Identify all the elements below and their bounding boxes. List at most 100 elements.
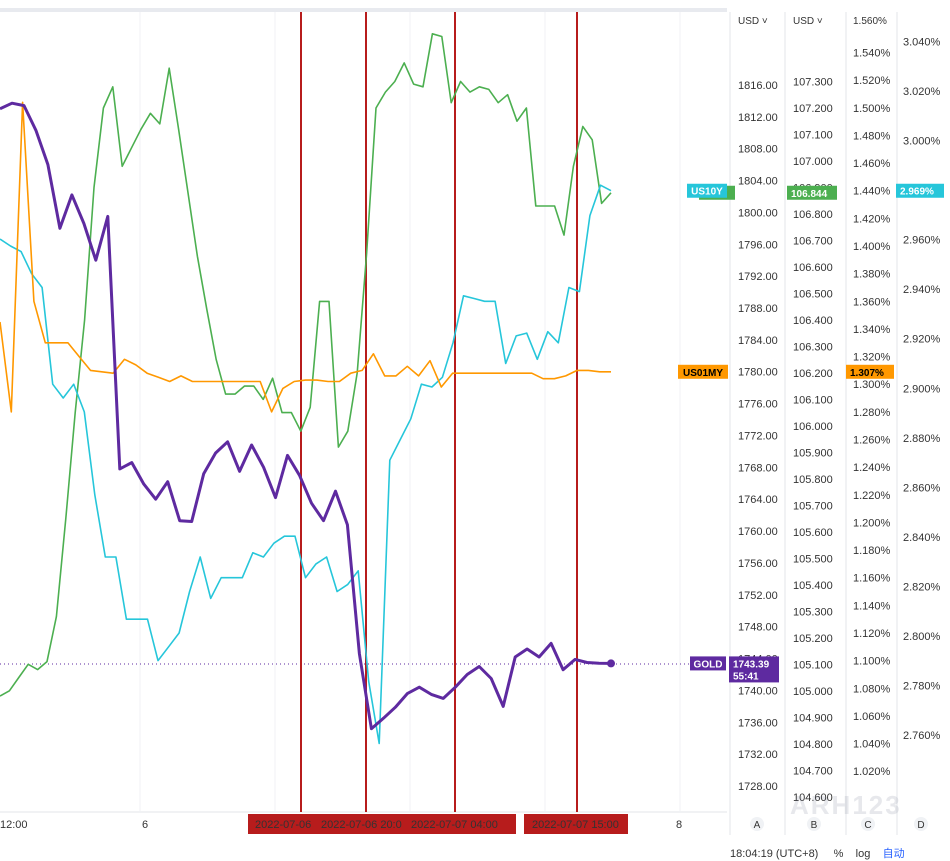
scale-b-tick: 105.500 bbox=[793, 553, 833, 565]
watermark: ARH123 bbox=[790, 790, 902, 820]
scale-b-tick: 105.900 bbox=[793, 447, 833, 459]
scale-a-button bbox=[750, 817, 764, 831]
scale-b-tick: 107.200 bbox=[793, 103, 833, 115]
tag-us01my-value: 1.307% bbox=[850, 368, 884, 379]
scale-a-tick: 1784.00 bbox=[738, 335, 778, 347]
scale-b-tick: 105.300 bbox=[793, 606, 833, 618]
scale-d-tick: 2.800% bbox=[903, 631, 941, 643]
time-label: 6 bbox=[142, 819, 148, 831]
price-scales[interactable]: USD ˅ 1816.00 1812.00 1808.00 1804.00 1800.00… bbox=[738, 16, 941, 831]
scale-a-tick: 1816.00 bbox=[738, 80, 778, 92]
scale-b-header: USD ˅ bbox=[793, 16, 823, 27]
scale-b-tick: 104.600 bbox=[793, 792, 833, 804]
scale-a-tick: 1792.00 bbox=[738, 271, 778, 283]
scale-c-tick: 1.080% bbox=[853, 683, 891, 695]
scale-c-tick: 1.300% bbox=[853, 379, 891, 391]
date-range-box bbox=[524, 814, 628, 834]
scale-d-tick: 3.000% bbox=[903, 136, 941, 148]
scale-c-tick: 1.260% bbox=[853, 435, 891, 447]
scale-b-tick: 105.700 bbox=[793, 500, 833, 512]
tag-gold-value: 1743.39 bbox=[733, 659, 770, 670]
clock: 18:04:19 (UTC+8) bbox=[730, 848, 819, 860]
log-toggle[interactable]: log bbox=[855, 848, 871, 860]
scale-b-tick: 107.300 bbox=[793, 76, 833, 88]
scale-a-tick: 1800.00 bbox=[738, 207, 778, 219]
time-label: 12:00 bbox=[0, 819, 28, 831]
vertical-markers bbox=[300, 12, 578, 812]
scale-d-tick: 2.880% bbox=[903, 433, 941, 445]
scale-a-tick: 1772.00 bbox=[738, 430, 778, 442]
scale-c-tick: 1.540% bbox=[853, 48, 891, 60]
tag-gold-name: GOLD bbox=[694, 659, 723, 670]
series-tags: DXY106.844US10Y2.969%US01MY1.307%GOLD174… bbox=[678, 183, 944, 683]
scale-c-tick: 1.340% bbox=[853, 324, 891, 336]
tag-gold-value-box bbox=[729, 656, 779, 683]
scale-c-tick: 1.220% bbox=[853, 490, 891, 502]
scale-d-tick: 2.960% bbox=[903, 235, 941, 247]
scale-b-tick: 107.100 bbox=[793, 129, 833, 141]
scale-a-header: USD ˅ bbox=[738, 16, 768, 27]
scale-a-tick: 1780.00 bbox=[738, 367, 778, 379]
scale-a-tick: 1740.00 bbox=[738, 685, 778, 697]
scale-b-tick: 106.500 bbox=[793, 288, 833, 300]
scale-b-label: B bbox=[811, 820, 818, 831]
scale-b-tick: 106.600 bbox=[793, 262, 833, 274]
scale-c-tick: 1.060% bbox=[853, 711, 891, 723]
scale-b-tick: 106.400 bbox=[793, 315, 833, 327]
scale-c-tick: 1.120% bbox=[853, 628, 891, 640]
scale-b-tick: 104.800 bbox=[793, 739, 833, 751]
scale-c-tick: 1.400% bbox=[853, 241, 891, 253]
scale-a-tick: 1768.00 bbox=[738, 462, 778, 474]
series-gold-line bbox=[0, 101, 612, 731]
scale-c-tick: 1.040% bbox=[853, 739, 891, 751]
scale-b-tick: 105.800 bbox=[793, 474, 833, 486]
scale-c-tick: 1.500% bbox=[853, 103, 891, 115]
date-label: 2022-07-07 04:00 bbox=[411, 819, 498, 831]
scale-b-tick: 105.000 bbox=[793, 686, 833, 698]
scale-a-tick: 1764.00 bbox=[738, 494, 778, 506]
scale-a-tick: 1728.00 bbox=[738, 781, 778, 793]
scale-a-tick: 1748.00 bbox=[738, 622, 778, 634]
scale-c-tick: 1.100% bbox=[853, 656, 891, 668]
scale-a-tick: 1804.00 bbox=[738, 176, 778, 188]
tag-us01my-name: US01MY bbox=[683, 368, 723, 379]
scale-a-tick: 1812.00 bbox=[738, 112, 778, 124]
tag-us10y-value: 2.969% bbox=[900, 187, 934, 198]
scale-b-tick: 106.100 bbox=[793, 394, 833, 406]
date-label: 2022-07-06 bbox=[255, 819, 311, 831]
scale-b-tick: 106.800 bbox=[793, 209, 833, 221]
date-label: 2022-07-07 15:00 bbox=[532, 819, 619, 831]
scale-a-tick: 1732.00 bbox=[738, 749, 778, 761]
scale-b-tick: 105.600 bbox=[793, 527, 833, 539]
date-label: 2022-07-06 20:0 bbox=[321, 819, 402, 831]
scale-b-tick: 105.400 bbox=[793, 580, 833, 592]
tag-gold-countdown: 55:41 bbox=[733, 671, 759, 682]
scale-d-tick: 3.040% bbox=[903, 36, 941, 48]
tag-us01my-value-box bbox=[846, 364, 894, 379]
scale-a-tick: 1808.00 bbox=[738, 144, 778, 156]
scale-a-tick: 1776.00 bbox=[738, 399, 778, 411]
time-axis[interactable]: 12:00 6 8 2022-07-06 2022-07-06 20:0 2022-07-… bbox=[0, 814, 682, 834]
scale-d-tick: 2.780% bbox=[903, 681, 941, 693]
scale-b-tick: 105.200 bbox=[793, 633, 833, 645]
time-label: 8 bbox=[676, 819, 682, 831]
scale-b-button bbox=[807, 817, 821, 831]
scale-a-tick: 1756.00 bbox=[738, 558, 778, 570]
scale-c-tick: 1.240% bbox=[853, 462, 891, 474]
scale-a-tick: 1752.00 bbox=[738, 590, 778, 602]
scale-b-tick: 106.200 bbox=[793, 368, 833, 380]
scale-a-tick: 1788.00 bbox=[738, 303, 778, 315]
scale-c-tick: 1.380% bbox=[853, 269, 891, 281]
scale-d-tick: 2.900% bbox=[903, 383, 941, 395]
percent-toggle[interactable]: % bbox=[833, 848, 844, 860]
scale-d-tick: 3.020% bbox=[903, 86, 941, 98]
tag-dxy-value-box bbox=[787, 185, 837, 200]
auto-toggle[interactable]: 自动 bbox=[882, 848, 905, 860]
scale-c-tick: 1.160% bbox=[853, 573, 891, 585]
scale-c-tick: 1.200% bbox=[853, 517, 891, 529]
scale-d-tick: 2.940% bbox=[903, 284, 941, 296]
tag-us10y-name: US10Y bbox=[691, 187, 723, 198]
series-dxy-line bbox=[0, 32, 612, 697]
scale-a-tick: 1736.00 bbox=[738, 717, 778, 729]
